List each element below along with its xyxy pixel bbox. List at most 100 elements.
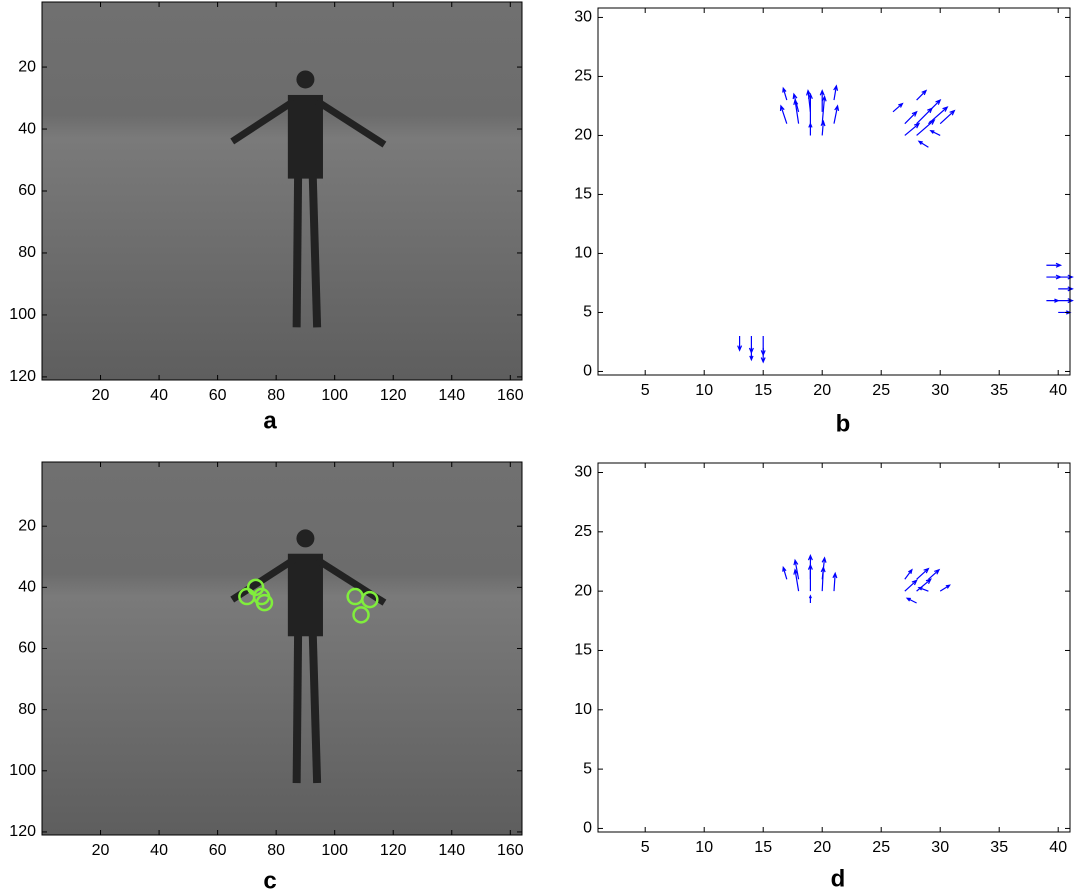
arrow bbox=[782, 86, 788, 101]
x-tick-label: 160 bbox=[497, 387, 524, 404]
arrow bbox=[808, 122, 813, 136]
arrow bbox=[792, 92, 800, 113]
x-tick-label: 5 bbox=[641, 839, 650, 856]
arrow bbox=[917, 140, 929, 148]
x-tick-label: 160 bbox=[497, 842, 524, 859]
x-tick-label: 100 bbox=[321, 387, 348, 404]
arrow bbox=[904, 122, 921, 136]
y-tick-label: 0 bbox=[583, 820, 592, 837]
x-tick-label: 15 bbox=[754, 382, 772, 399]
x-tick-label: 5 bbox=[641, 382, 650, 399]
x-tick-label: 20 bbox=[92, 842, 110, 859]
leg bbox=[308, 175, 322, 328]
photo bbox=[42, 462, 522, 835]
y-tick-label: 25 bbox=[574, 68, 592, 85]
leg bbox=[292, 633, 303, 784]
x-tick-label: 100 bbox=[321, 842, 348, 859]
x-tick-label: 40 bbox=[1049, 382, 1067, 399]
arm bbox=[230, 98, 296, 145]
y-tick-label: 20 bbox=[18, 517, 36, 534]
head bbox=[296, 70, 315, 89]
marker bbox=[352, 606, 370, 624]
arrow bbox=[737, 336, 743, 352]
y-tick-label: 120 bbox=[9, 368, 36, 385]
x-tick-label: 140 bbox=[438, 842, 465, 859]
arrow bbox=[916, 89, 928, 101]
arrow bbox=[916, 578, 932, 592]
panel: 20 40 60 80 100 120 140 160 20 40 60 80 100 120 c bbox=[9, 461, 524, 894]
x-tick-label: 10 bbox=[695, 839, 713, 856]
x-tick-label: 25 bbox=[872, 382, 890, 399]
torso bbox=[287, 553, 323, 637]
x-tick-label: 140 bbox=[438, 387, 465, 404]
arrow bbox=[904, 579, 918, 592]
y-tick-label: 15 bbox=[574, 186, 592, 203]
arrow bbox=[1046, 262, 1063, 268]
y-tick-label: 40 bbox=[18, 120, 36, 137]
arm bbox=[230, 556, 296, 603]
panel: 5 10 15 20 25 30 35 40 0 5 10 15 20 25 30 d bbox=[574, 462, 1071, 892]
x-tick-label: 20 bbox=[813, 839, 831, 856]
arrow bbox=[939, 584, 951, 592]
y-tick-label: 30 bbox=[574, 9, 592, 26]
x-tick-label: 80 bbox=[267, 842, 285, 859]
axes-box bbox=[597, 462, 1071, 833]
arrow bbox=[916, 567, 930, 580]
marker bbox=[246, 578, 265, 597]
panel-caption: b bbox=[836, 410, 851, 437]
y-tick-label: 15 bbox=[574, 642, 592, 659]
y-tick-label: 80 bbox=[18, 701, 36, 718]
y-tick-label: 25 bbox=[574, 523, 592, 540]
arrow bbox=[820, 119, 826, 136]
axes-box bbox=[597, 7, 1071, 376]
arrow bbox=[916, 119, 936, 136]
x-tick-label: 35 bbox=[990, 382, 1008, 399]
x-tick-label: 40 bbox=[1049, 839, 1067, 856]
x-tick-label: 25 bbox=[872, 839, 890, 856]
panel: 5 10 15 20 25 30 35 40 0 5 10 15 20 25 30 b bbox=[574, 7, 1074, 437]
x-tick-label: 35 bbox=[990, 839, 1008, 856]
y-tick-label: 20 bbox=[574, 127, 592, 144]
photo bbox=[42, 2, 522, 380]
arrow bbox=[821, 94, 827, 124]
arrow bbox=[939, 109, 956, 125]
arrow bbox=[927, 98, 942, 113]
panel-caption: a bbox=[263, 407, 277, 434]
leg bbox=[292, 175, 303, 328]
x-tick-label: 60 bbox=[209, 842, 227, 859]
arrow bbox=[929, 130, 941, 136]
y-tick-label: 80 bbox=[18, 244, 36, 261]
panel-caption: d bbox=[831, 865, 846, 892]
leg bbox=[308, 633, 322, 784]
marker bbox=[361, 590, 379, 609]
y-tick-label: 40 bbox=[18, 579, 36, 596]
arrow bbox=[808, 594, 812, 604]
arrow bbox=[928, 106, 949, 125]
y-tick-label: 10 bbox=[574, 701, 592, 718]
arm bbox=[315, 98, 387, 148]
y-tick-label: 0 bbox=[583, 363, 592, 380]
y-tick-label: 60 bbox=[18, 182, 36, 199]
arrow bbox=[807, 554, 813, 580]
arrow bbox=[917, 586, 929, 592]
y-tick-label: 30 bbox=[574, 464, 592, 481]
x-tick-label: 30 bbox=[931, 382, 949, 399]
y-tick-label: 20 bbox=[574, 582, 592, 599]
x-tick-label: 30 bbox=[931, 839, 949, 856]
arrow bbox=[892, 102, 904, 113]
head bbox=[296, 529, 315, 548]
x-tick-label: 80 bbox=[267, 387, 285, 404]
arrow bbox=[928, 568, 941, 580]
arrow bbox=[905, 597, 917, 604]
arrow bbox=[1046, 298, 1060, 303]
arrow bbox=[821, 556, 827, 580]
arrow bbox=[782, 565, 788, 580]
x-tick-label: 20 bbox=[92, 387, 110, 404]
y-tick-label: 100 bbox=[9, 762, 36, 779]
y-tick-label: 10 bbox=[574, 245, 592, 262]
arrow bbox=[819, 89, 825, 112]
arm bbox=[315, 556, 387, 606]
x-tick-label: 60 bbox=[209, 387, 227, 404]
arrow bbox=[760, 347, 766, 364]
